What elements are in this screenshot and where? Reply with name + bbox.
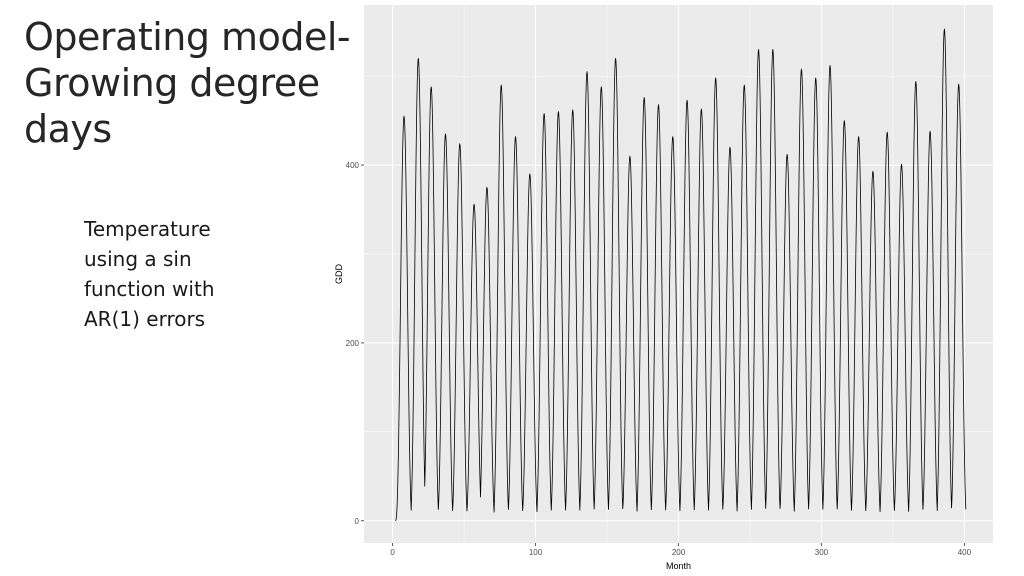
x-tick-label: 300	[815, 548, 829, 557]
slide-title-line: Operating model-	[24, 15, 351, 59]
slide-title-line: days	[24, 107, 112, 151]
y-tick-label: 400	[346, 161, 360, 170]
bullet-line: Temperature	[84, 217, 211, 241]
bullet-line: function with	[84, 277, 215, 301]
gdd-series-line	[395, 28, 967, 522]
slide-bullet-text: Temperature using a sin function with AR…	[84, 214, 254, 334]
x-tick-label: 100	[529, 548, 543, 557]
y-tick-label: 0	[355, 517, 360, 526]
bullet-line: using a sin	[84, 247, 192, 271]
y-tick-label: 200	[346, 339, 360, 348]
bullet-line: AR(1) errors	[84, 307, 206, 331]
slide-title: Operating model- Growing degree days	[24, 14, 351, 152]
x-tick-label: 200	[672, 548, 686, 557]
y-axis-title: GDD	[334, 264, 344, 285]
y-axis: 0 200 400	[346, 161, 364, 526]
x-tick-label: 400	[958, 548, 972, 557]
x-axis-title: Month	[666, 561, 691, 571]
slide-title-line: Growing degree	[24, 61, 320, 105]
x-tick-label: 0	[390, 548, 395, 557]
x-axis: 0 100 200 300 400	[390, 543, 972, 557]
